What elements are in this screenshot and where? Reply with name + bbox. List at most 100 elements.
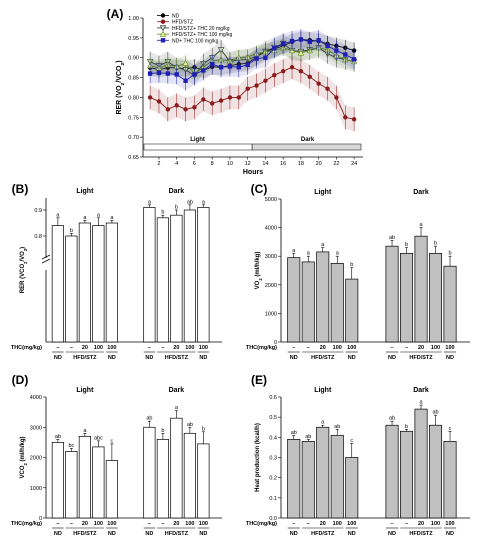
significance-letter: ab [432, 410, 438, 416]
significance-letter: a [419, 400, 423, 406]
bar [385, 245, 399, 343]
group-label: HFD/STZ [311, 355, 335, 361]
bar [429, 252, 443, 343]
bar [345, 457, 359, 519]
data-point [147, 95, 153, 100]
data-point [280, 41, 286, 47]
legend-entry: ND+ THC 100 mg/kg [172, 38, 219, 44]
data-point [316, 38, 321, 43]
data-point [272, 45, 277, 51]
significance-letter: b [350, 262, 353, 268]
panel-a: (A)0.650.700.750.800.850.900.951.002 4 6 8 1… [107, 7, 363, 176]
data-point [201, 97, 206, 102]
dose-label: – [307, 521, 310, 527]
bar [92, 446, 105, 519]
x-tick-label: 2 [157, 161, 160, 167]
data-point [156, 99, 162, 104]
x-tick-label: 22 [333, 161, 339, 167]
bar [197, 207, 210, 343]
thc-axis-label: THC(mg/kg) [11, 521, 42, 527]
group-label: HFD/STZ [165, 355, 189, 361]
y-tick-label: 0.80 [128, 95, 139, 101]
dose-label: 100 [445, 521, 454, 527]
dose-label: 100 [94, 521, 103, 527]
bar [78, 435, 91, 519]
data-point [209, 61, 215, 67]
significance-letter: a [336, 251, 340, 257]
bar [400, 430, 414, 519]
bar [443, 441, 457, 519]
group-label: ND [446, 355, 454, 361]
dose-label: 20 [82, 521, 88, 527]
bar [345, 278, 359, 343]
group-title: Light [76, 387, 94, 394]
group-label: HFD/STZ [73, 531, 97, 537]
data-point [254, 83, 259, 88]
significance-letter: bc [68, 443, 74, 449]
group-dark: ab b a ab c Dark [385, 387, 457, 519]
group-label: HFD/STZ [409, 531, 433, 537]
data-point [334, 95, 339, 100]
data-point [156, 70, 162, 76]
dose-label: – [292, 345, 295, 351]
data-point [343, 115, 348, 120]
data-point [254, 56, 259, 61]
significance-letter: b [70, 228, 73, 234]
group-label: ND [108, 355, 116, 361]
group-label: ND [348, 531, 356, 537]
significance-letter: a [175, 405, 179, 411]
y-tick-label: 0.9 [34, 208, 42, 214]
dose-label: 100 [185, 345, 194, 351]
data-point [159, 25, 167, 32]
legend-entry: HFD/STZ+ THC 20 mg/kg [172, 26, 230, 32]
group-light: a b a a a Light [51, 188, 118, 343]
dose-label: 20 [418, 345, 424, 351]
significance-letter: a [148, 199, 152, 205]
data-point [218, 98, 224, 103]
data-point [227, 95, 233, 100]
legend-entry: HFD/STZ [172, 20, 193, 26]
bar [78, 222, 91, 343]
data-point [147, 71, 153, 76]
dose-label: – [161, 345, 164, 351]
group-title: Dark [169, 188, 185, 195]
data-point [307, 39, 312, 45]
data-point [183, 107, 188, 112]
bar [414, 408, 428, 519]
group-label: ND [446, 531, 454, 537]
group-label: HFD/STZ [311, 531, 335, 537]
dose-label: – [148, 345, 151, 351]
data-point [183, 78, 188, 83]
group-light: ab bc a abc c Light [51, 387, 118, 519]
panel-e: (E) 0.0 0.1 0.2 0.3 0.4 0.5 0.6 Heat production … [246, 373, 470, 537]
data-point [192, 105, 197, 110]
significance-letter: ab [389, 416, 395, 422]
axis-break-mark [41, 254, 51, 260]
group-label: ND [145, 531, 153, 537]
dose-label: – [56, 345, 59, 351]
data-point [236, 65, 242, 70]
y-tick-label: 0.2 [269, 476, 277, 482]
significance-letter: ab [389, 235, 395, 241]
dark-band [251, 143, 362, 151]
significance-letter: b [161, 428, 164, 434]
thc-axis-label: THC(mg/kg) [246, 521, 277, 527]
group-label: ND [388, 531, 396, 537]
bar [287, 257, 301, 343]
bar [330, 434, 344, 519]
significance-letter: ab [334, 424, 340, 430]
significance-letter: a [83, 215, 87, 221]
x-tick-label: 10 [227, 161, 233, 167]
data-point [182, 59, 189, 66]
y-axis-label: RER (VCO2/VO2) [20, 247, 28, 293]
data-point [280, 69, 286, 74]
light-band [143, 143, 253, 151]
significance-letter: ab [291, 430, 297, 436]
x-tick-label: 12 [245, 161, 251, 167]
y-tick-label: 4000 [30, 395, 42, 401]
bar [51, 442, 64, 519]
bar [385, 424, 399, 519]
significance-letter: a [97, 212, 101, 218]
